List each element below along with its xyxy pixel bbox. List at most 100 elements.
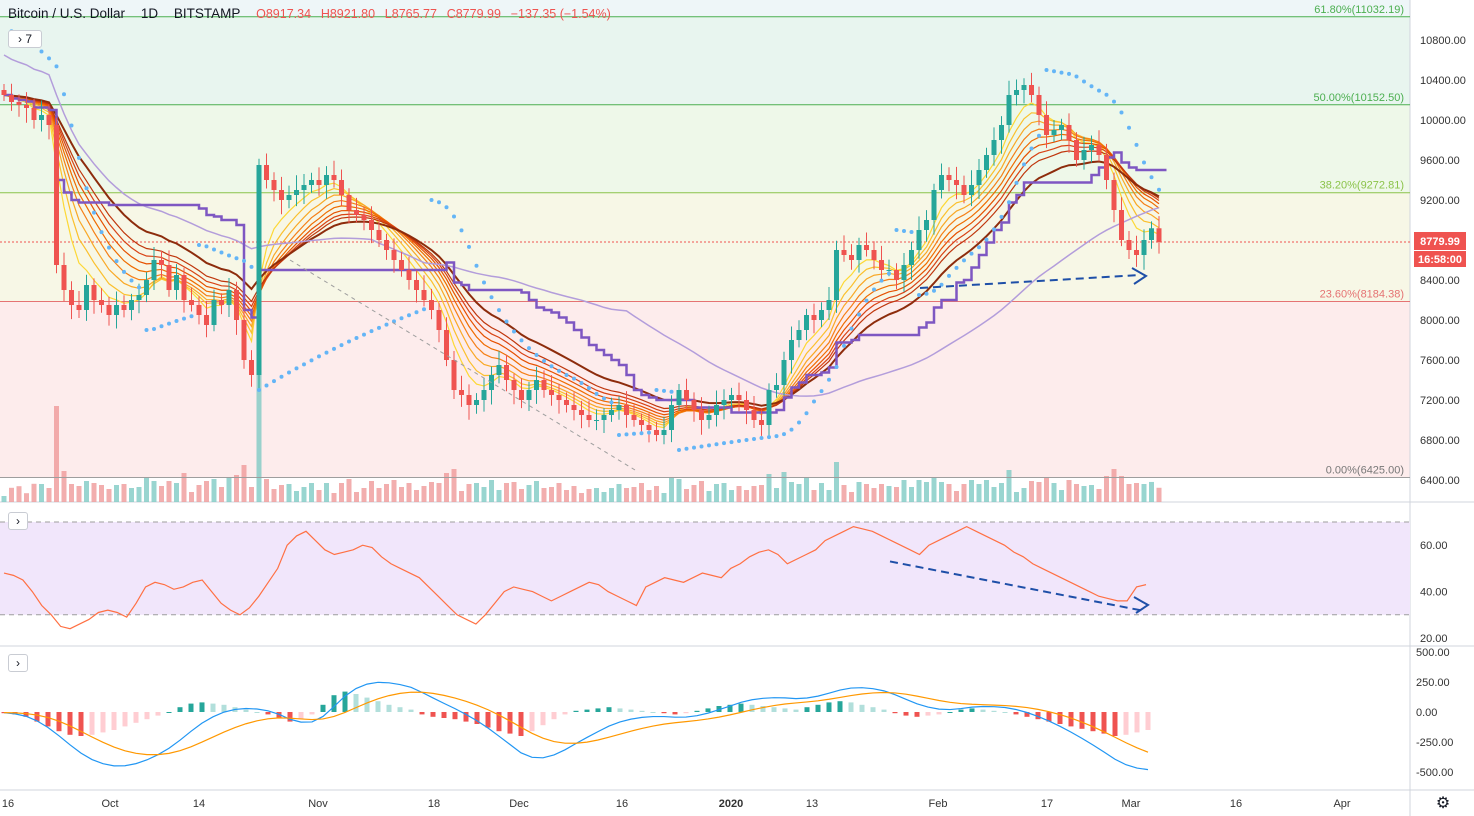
psar-dot: [422, 307, 426, 312]
candle-body: [1134, 250, 1139, 255]
psar-dot: [272, 379, 276, 384]
volume-bar: [886, 486, 892, 502]
fib-label: 61.80%(11032.19): [1314, 4, 1404, 16]
volume-bar: [421, 486, 427, 502]
psar-dot: [249, 264, 254, 269]
candle-body: [316, 180, 322, 185]
macd-histogram-bar: [166, 712, 172, 713]
rsi-pane-toggle-button[interactable]: ›: [8, 512, 28, 530]
psar-dot: [872, 287, 876, 292]
macd-histogram-bar: [155, 712, 161, 716]
macd-histogram-bar: [1068, 712, 1074, 727]
macd-histogram-bar: [430, 712, 436, 717]
volume-bar: [9, 487, 14, 502]
psar-dot: [257, 388, 261, 392]
candle-body: [226, 290, 232, 305]
candle-body: [294, 190, 299, 195]
volume-bar: [174, 483, 179, 502]
fib-zone-0: [0, 16, 1410, 105]
fib-label: 0.00%(6425.00): [1326, 465, 1404, 477]
ema-line-19: [3, 94, 1160, 410]
psar-dot: [797, 420, 801, 425]
volume-bar: [691, 485, 697, 502]
candle-body: [369, 220, 374, 230]
candle-body: [961, 185, 967, 195]
candle-body: [976, 170, 982, 185]
macd-histogram-bar: [298, 712, 304, 720]
candle-body: [256, 165, 262, 375]
indicators-toggle-button[interactable]: › 7: [8, 30, 42, 48]
psar-dot: [99, 230, 104, 235]
candle-body: [721, 400, 727, 405]
macd-pane-toggle-button[interactable]: ›: [8, 654, 28, 672]
psar-dot: [774, 434, 779, 439]
psar-dot: [1059, 70, 1064, 75]
psar-dot: [77, 155, 81, 160]
macd-histogram-bar: [287, 712, 293, 722]
psar-dot: [474, 263, 479, 268]
price-tick-label: 9200.00: [1420, 195, 1460, 207]
volume-bar: [586, 489, 592, 502]
candle-body: [1059, 125, 1064, 130]
macd-histogram-bar: [650, 712, 656, 713]
candle-body: [99, 300, 104, 305]
volume-bar: [1059, 490, 1064, 502]
fib-label: 38.20%(9272.81): [1320, 180, 1404, 192]
rsi-line: [3, 525, 1147, 630]
volume-bar: [1, 496, 7, 502]
candle-body: [661, 430, 667, 435]
macd-signal-line: [3, 691, 1149, 756]
psar-dot: [1104, 92, 1109, 97]
volume-bar: [481, 487, 487, 502]
volume-bar: [811, 490, 817, 502]
psar-dot: [384, 322, 389, 327]
psar-dot: [1029, 146, 1034, 151]
candle-body: [586, 415, 592, 420]
psar-dot: [609, 400, 614, 405]
time-tick-label: 16: [1230, 798, 1242, 810]
macd-histogram-bar: [199, 702, 205, 712]
candle-body: [984, 155, 989, 170]
candle-body: [856, 245, 862, 260]
volume-bar: [346, 479, 352, 502]
volume-bar: [961, 484, 967, 502]
interval: 1D: [140, 6, 159, 21]
settings-gear-icon[interactable]: ⚙: [1435, 795, 1451, 812]
psar-dot: [519, 338, 524, 343]
candle-body: [136, 295, 142, 300]
sma-line: [3, 54, 1160, 397]
candle-body: [1141, 240, 1147, 255]
psar-dot: [714, 442, 719, 447]
time-tick-label: Nov: [308, 798, 328, 810]
psar-dot: [572, 376, 576, 381]
psar-dot: [444, 205, 449, 210]
macd-histogram-bar: [1123, 712, 1129, 735]
candle-body: [429, 300, 434, 310]
volume-bar: [144, 477, 149, 502]
candle-body: [564, 400, 569, 405]
psar-dot: [879, 278, 884, 283]
volume-bar: [181, 473, 187, 502]
volume-bar: [624, 488, 629, 502]
psar-dot: [84, 186, 89, 191]
volume-bar: [714, 484, 719, 502]
psar-dot: [737, 439, 741, 444]
time-tick-label: Apr: [1333, 798, 1350, 810]
psar-dot: [669, 389, 674, 394]
macd-histogram-bar: [397, 707, 403, 712]
volume-bar: [1089, 485, 1094, 502]
volume-bar: [781, 472, 787, 502]
candle-body: [1111, 180, 1117, 210]
candle-body: [819, 310, 824, 320]
volume-bar: [984, 480, 989, 502]
macd-histogram-bar: [859, 704, 865, 712]
volume-bar: [54, 406, 59, 502]
macd-histogram-bar: [540, 712, 546, 726]
psar-dot: [1089, 84, 1094, 89]
candle-body: [279, 190, 284, 200]
volume-bar: [676, 479, 682, 502]
fib-zone-top: [0, 0, 1410, 17]
macd-histogram-bar: [881, 709, 887, 712]
macd-histogram-bar: [188, 703, 194, 712]
